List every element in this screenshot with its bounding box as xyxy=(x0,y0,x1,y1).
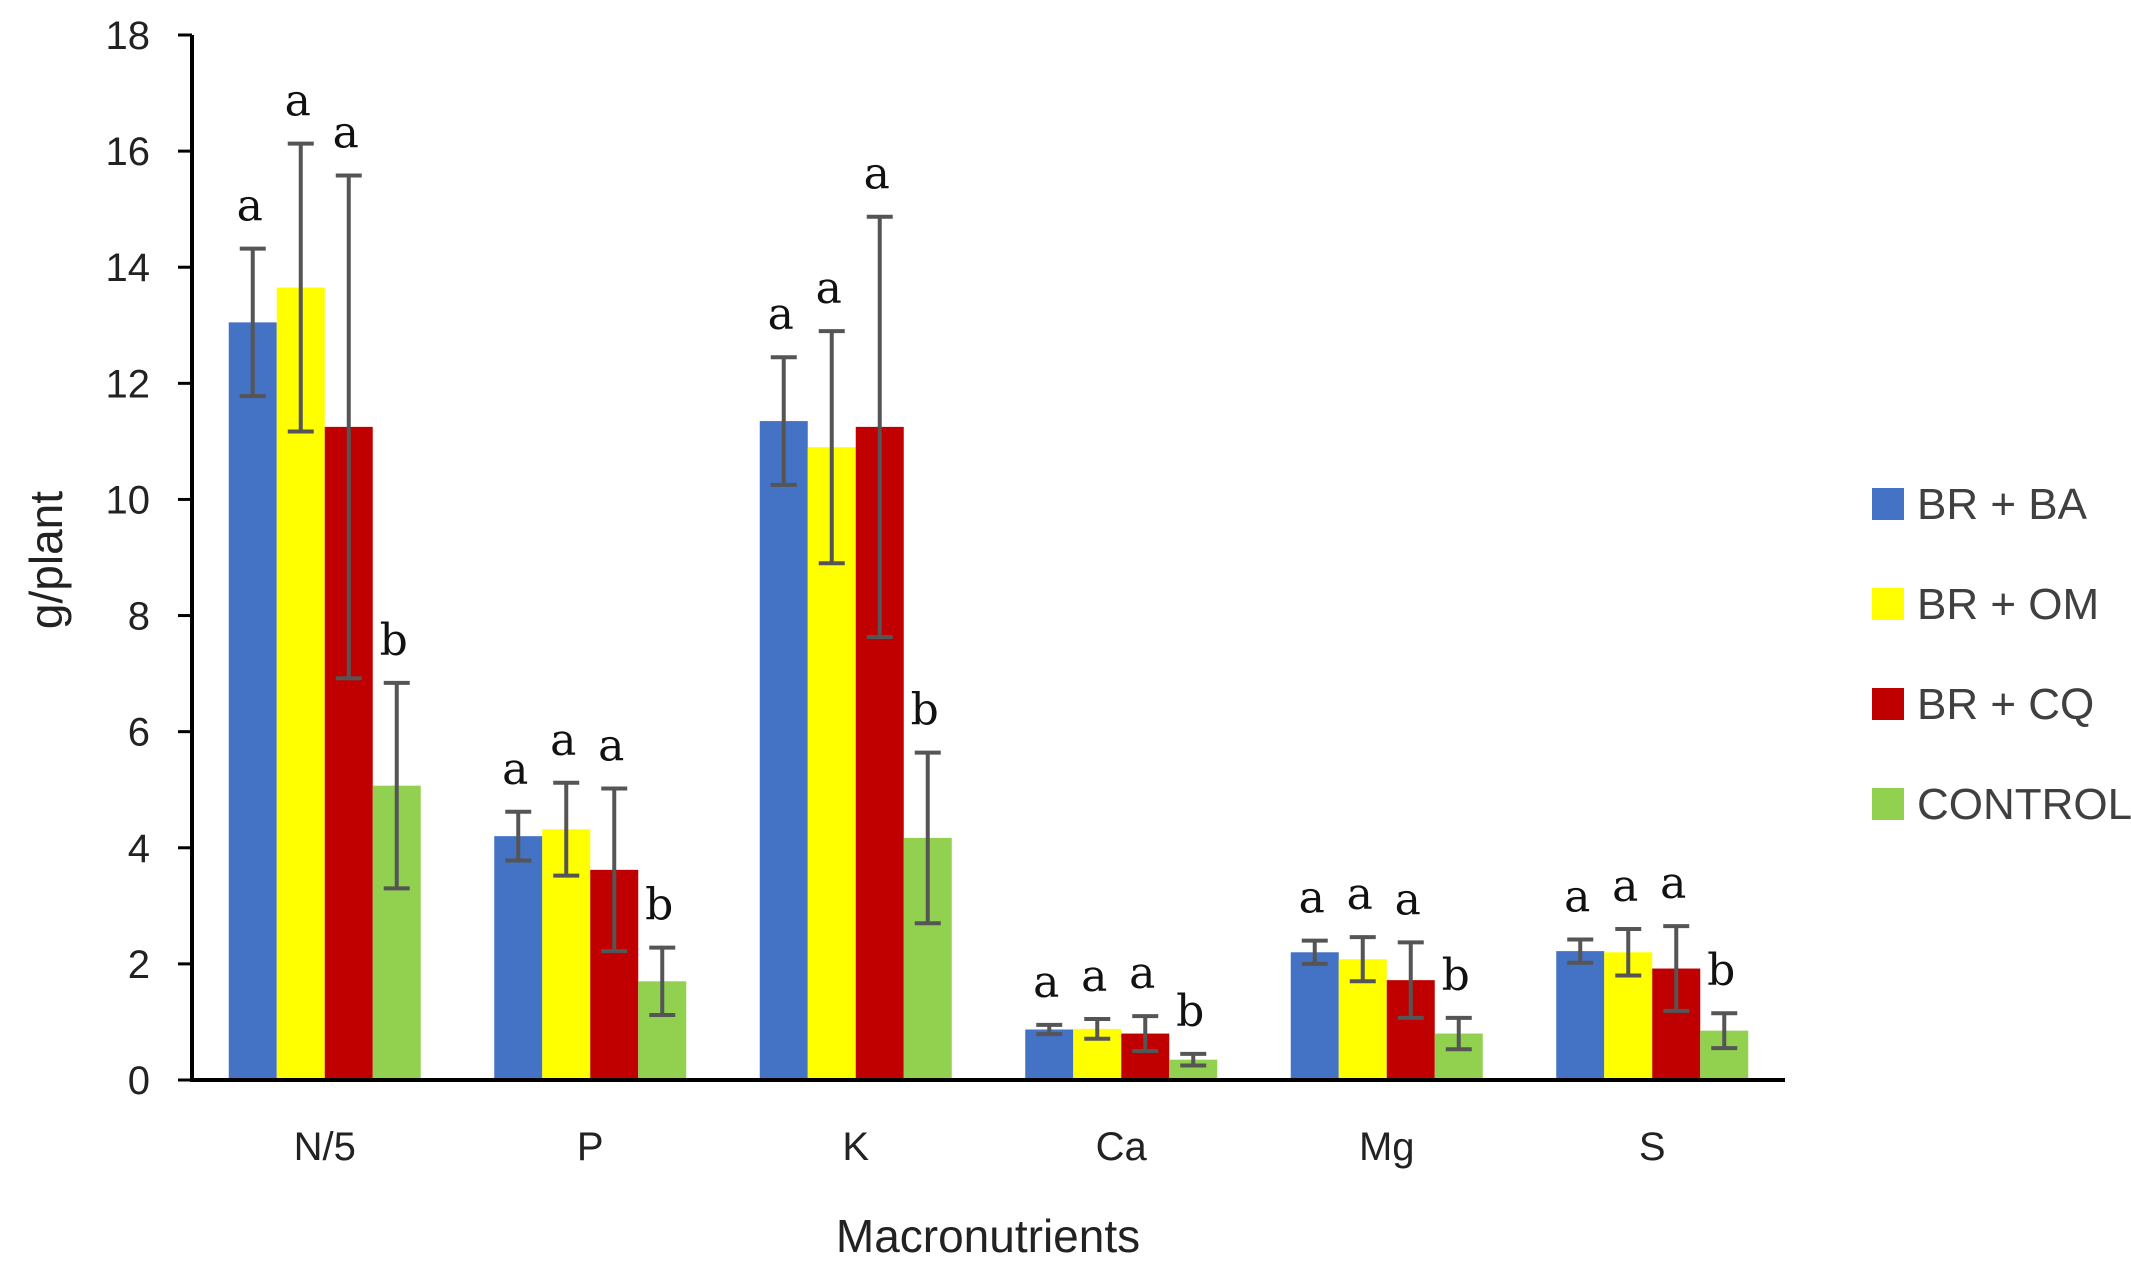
y-tick-label: 18 xyxy=(106,14,151,58)
error-bar xyxy=(1663,924,1690,1013)
error-bar xyxy=(1036,1022,1063,1037)
significance-label: a xyxy=(502,744,528,795)
significance-label: a xyxy=(816,263,842,314)
significance-label: a xyxy=(1395,874,1421,925)
significance-label: a xyxy=(333,107,359,158)
error-bar xyxy=(818,329,845,566)
bar xyxy=(759,421,808,1080)
error-bar xyxy=(1445,1015,1472,1052)
x-tick-label: Ca xyxy=(1096,1125,1148,1169)
error-bar xyxy=(383,680,410,891)
legend-label: BR + BA xyxy=(1917,480,2088,529)
y-tick-label: 4 xyxy=(128,827,150,871)
bar xyxy=(494,836,543,1080)
error-bar xyxy=(287,141,314,434)
error-bar xyxy=(1567,937,1594,965)
y-axis-ticks: 0 2 4 6 8 10 12 14 16 18 xyxy=(106,14,192,1103)
legend-swatch xyxy=(1872,688,1904,720)
significance-label: b xyxy=(380,615,408,666)
error-bar xyxy=(239,246,266,399)
significance-label: a xyxy=(768,289,794,340)
error-bar xyxy=(770,355,797,487)
x-axis-title: Macronutrients xyxy=(836,1210,1140,1262)
x-tick-label: Mg xyxy=(1359,1125,1415,1169)
significance-label: a xyxy=(285,76,311,127)
error-bar xyxy=(1711,1011,1738,1051)
bar xyxy=(1025,1029,1074,1080)
error-bar xyxy=(1397,940,1424,1020)
x-tick-label: K xyxy=(842,1125,869,1169)
legend-label: CONTROL xyxy=(1917,780,2131,829)
y-tick-label: 16 xyxy=(106,130,151,174)
significance-label: a xyxy=(598,721,624,772)
x-tick-label: P xyxy=(577,1125,604,1169)
legend-swatch xyxy=(1872,788,1904,820)
bar xyxy=(1556,951,1605,1080)
error-bar xyxy=(866,214,893,640)
y-tick-label: 8 xyxy=(128,595,150,639)
y-tick-label: 14 xyxy=(106,246,151,290)
significance-label: b xyxy=(645,880,673,931)
significance-label: b xyxy=(911,685,939,736)
legend-swatch xyxy=(1872,488,1904,520)
error-bar xyxy=(1132,1014,1159,1053)
significance-label: b xyxy=(1176,986,1204,1037)
error-bar xyxy=(601,786,628,954)
error-bar xyxy=(335,173,362,681)
significance-label: a xyxy=(1299,873,1325,924)
error-bar xyxy=(505,809,532,863)
y-tick-label: 6 xyxy=(128,711,150,755)
y-axis-title: g/plant xyxy=(20,491,72,629)
significance-label: a xyxy=(1347,869,1373,920)
bar xyxy=(228,322,277,1080)
significance-label: a xyxy=(1081,951,1107,1002)
significance-label: a xyxy=(237,181,263,232)
legend-swatch xyxy=(1872,588,1904,620)
legend-label: BR + OM xyxy=(1917,580,2099,629)
significance-label: a xyxy=(1660,858,1686,909)
legend: BR + BA BR + OM BR + CQ CONTROL xyxy=(1872,480,2131,829)
y-tick-label: 2 xyxy=(128,943,150,987)
error-bar xyxy=(553,780,580,878)
significance-label: b xyxy=(1707,945,1735,996)
y-tick-label: 0 xyxy=(128,1059,150,1103)
error-bar xyxy=(649,945,676,1017)
error-bar xyxy=(1084,1017,1111,1041)
error-bar xyxy=(1349,935,1376,984)
significance-label: a xyxy=(550,715,576,766)
bar xyxy=(1290,952,1339,1080)
x-axis-ticks: N/5 P K Ca Mg S xyxy=(294,1125,1666,1169)
significance-label: a xyxy=(1612,861,1638,912)
x-tick-label: N/5 xyxy=(294,1125,356,1169)
significance-label: b xyxy=(1442,950,1470,1001)
error-bar xyxy=(914,750,941,926)
error-bar xyxy=(1180,1051,1207,1068)
legend-label: BR + CQ xyxy=(1917,680,2094,729)
error-bar xyxy=(1615,927,1642,978)
significance-label: a xyxy=(1129,948,1155,999)
significance-label: a xyxy=(864,149,890,200)
y-tick-label: 10 xyxy=(106,478,151,522)
significance-label: a xyxy=(1033,957,1059,1008)
significance-label: a xyxy=(1564,872,1590,923)
error-bar xyxy=(1301,938,1328,966)
x-tick-label: S xyxy=(1639,1125,1666,1169)
y-tick-label: 12 xyxy=(106,362,151,406)
